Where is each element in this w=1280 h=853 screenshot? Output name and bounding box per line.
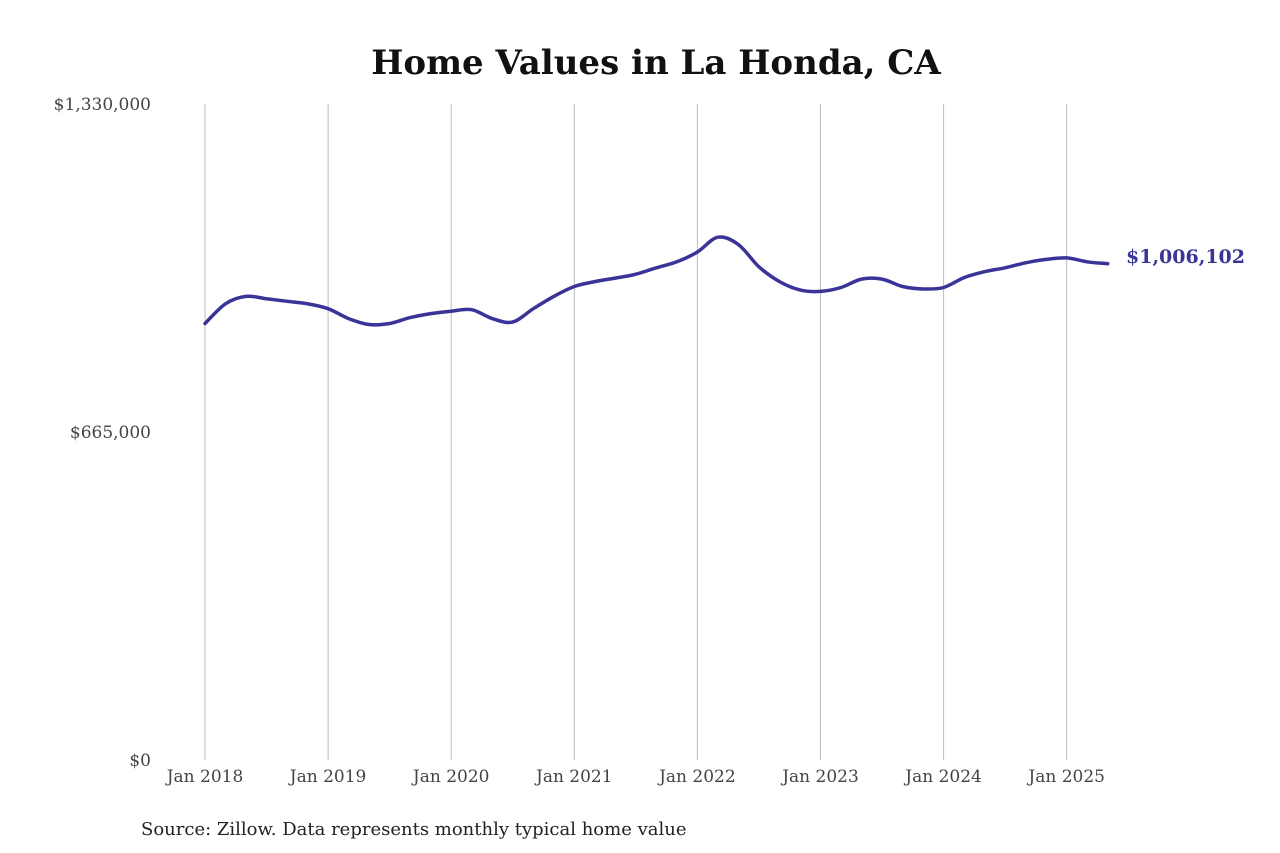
x-tick-label: Jan 2021	[534, 767, 613, 787]
y-axis-ticks: $0 $665,000 $1,330,000	[54, 95, 151, 771]
x-tick-label: Jan 2024	[903, 767, 982, 787]
chart-title: Home Values in La Honda, CA	[371, 43, 941, 83]
x-axis-ticks: Jan 2018 Jan 2019 Jan 2020 Jan 2021 Jan 2022…	[165, 767, 1105, 787]
x-tick-label: Jan 2019	[288, 767, 367, 787]
y-tick-label: $0	[129, 751, 151, 771]
source-note: Source: Zillow. Data represents monthly …	[141, 819, 687, 840]
x-tick-label: Jan 2023	[780, 767, 859, 787]
x-tick-label: Jan 2025	[1026, 767, 1105, 787]
x-tick-label: Jan 2022	[657, 767, 736, 787]
y-tick-label: $665,000	[70, 423, 151, 443]
end-value-label: $1,006,102	[1126, 246, 1245, 268]
grid-lines	[204, 104, 1068, 760]
x-tick-label: Jan 2018	[165, 767, 244, 787]
y-tick-label: $1,330,000	[54, 95, 151, 115]
x-tick-label: Jan 2020	[411, 767, 490, 787]
series-line-home-value	[203, 235, 1110, 327]
